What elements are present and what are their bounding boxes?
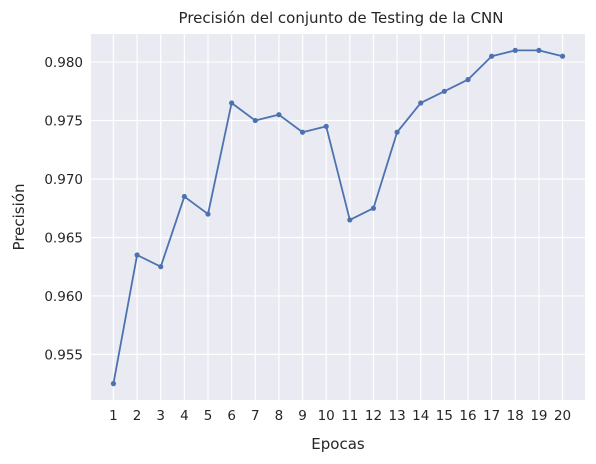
x-tick-label: 11 [341,408,358,424]
data-point [489,53,495,59]
y-tick-label: 0.960 [44,289,83,305]
data-point [276,112,282,118]
chart-title: Precisión del conjunto de Testing de la … [179,9,504,27]
data-point [323,123,329,129]
x-tick-label: 1 [109,408,118,424]
data-point [536,47,542,53]
data-point [205,211,211,217]
data-point [158,264,164,270]
x-tick-label: 4 [180,408,189,424]
x-tick-label: 7 [251,408,260,424]
x-tick-label: 17 [483,408,500,424]
x-axis-label: Epocas [311,435,365,453]
x-tick-label: 3 [156,408,165,424]
data-point [418,100,424,106]
data-point [370,205,377,211]
grid [91,34,585,400]
y-axis-label: Precisión [10,184,28,251]
x-tick-label: 6 [227,408,236,424]
data-point [181,193,187,200]
data-point [299,129,306,135]
y-tick-label: 0.980 [44,55,83,71]
x-tick-label: 10 [318,408,335,424]
x-tick-label: 16 [459,408,476,424]
y-tick-label: 0.970 [44,172,83,188]
x-tick-label: 20 [554,408,571,424]
data-point [110,381,117,387]
data-point [252,117,258,124]
data-point [465,77,471,83]
x-tick-label: 2 [133,408,142,424]
x-tick-label: 5 [204,408,213,424]
y-tick-label: 0.955 [44,347,83,363]
data-point [512,47,518,53]
series-line [112,49,563,384]
y-tick-label: 0.965 [44,230,83,246]
x-tick-label: 19 [530,408,547,424]
x-tick-label: 14 [412,408,429,424]
x-tick-label: 8 [275,408,284,424]
series-group [110,47,566,387]
data-point [134,252,140,258]
data-point [347,217,353,223]
x-tick-label: 9 [298,408,307,424]
x-tick-label: 12 [365,408,382,424]
data-point [559,53,566,59]
x-tick-label: 13 [388,408,405,424]
data-point [441,88,447,94]
plot-area [91,34,585,400]
x-tick-label: 15 [436,408,453,424]
y-tick-label: 0.975 [44,114,83,130]
x-tick-label: 18 [507,408,524,424]
data-point [229,100,235,106]
data-point [394,129,400,135]
y-axis-ticks: 0.955 0.960 0.965 0.970 0.975 0.980 [44,55,83,363]
x-axis-ticks: 1 2 3 4 5 6 7 8 9 10 11 12 13 14 15 16 17 18 19 20 [109,408,571,424]
